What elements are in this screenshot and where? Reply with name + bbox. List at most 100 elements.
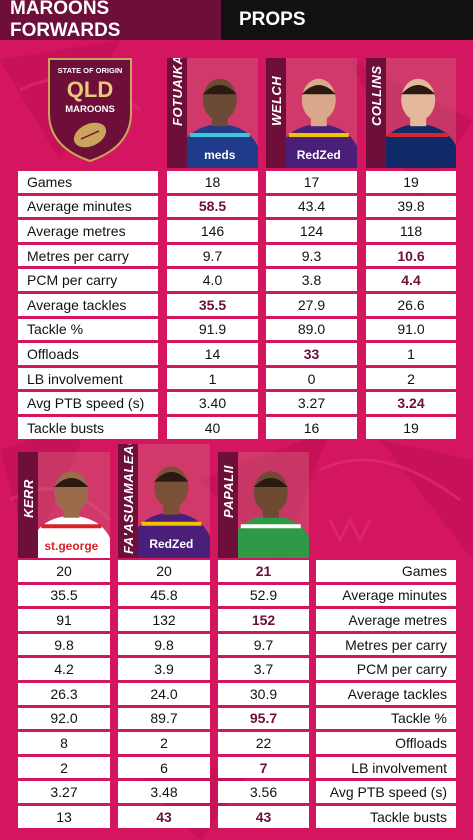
stat-label-average-tackles: Average tackles — [18, 294, 158, 316]
stat-value: 3.9 — [118, 658, 210, 680]
jersey-sponsor-text: meds — [204, 148, 236, 163]
stat-value: 6 — [118, 756, 210, 779]
player-name: KERR — [21, 478, 36, 518]
stat-value: 89.7 — [118, 707, 210, 730]
stat-label-games: Games — [18, 171, 158, 193]
stat-label-pcm-per-carry: PCM per carry — [316, 658, 456, 680]
stat-value: 19 — [366, 171, 456, 193]
stat-value: 35.5 — [167, 294, 258, 316]
name-strip — [266, 58, 286, 168]
stat-value: 40 — [167, 417, 258, 439]
stat-value: 13 — [18, 806, 110, 828]
stat-label-average-metres: Average metres — [316, 609, 456, 631]
stat-value: 45.8 — [118, 584, 210, 607]
stat-value: 89.0 — [266, 318, 357, 341]
stat-label-offloads: Offloads — [18, 343, 158, 365]
stat-label-games: Games — [316, 560, 456, 582]
stat-value: 9.8 — [118, 633, 210, 656]
stat-label-tackle: Tackle % — [18, 318, 158, 341]
stat-value: 3.27 — [18, 781, 110, 803]
player-card-collins: COLLINS — [366, 58, 456, 168]
stat-label-average-minutes: Average minutes — [18, 195, 158, 218]
stat-value: 118 — [366, 220, 456, 242]
stat-value: 1 — [167, 367, 258, 390]
header-subtitle: PROPS — [221, 0, 473, 40]
stat-value: 4.4 — [366, 269, 456, 291]
stat-value: 2 — [366, 367, 456, 390]
stat-value: 19 — [366, 417, 456, 439]
stat-label-metres-per-carry: Metres per carry — [316, 633, 456, 656]
stat-value: 26.6 — [366, 294, 456, 316]
stat-value: 91.9 — [167, 318, 258, 341]
stat-value: 16 — [266, 417, 357, 439]
stat-label-pcm-per-carry: PCM per carry — [18, 269, 158, 291]
stat-value: 3.27 — [266, 392, 357, 414]
logo-line2: QLD — [67, 77, 113, 102]
stat-value: 124 — [266, 220, 357, 242]
stat-value: 0 — [266, 367, 357, 390]
player-name: COLLINS — [369, 65, 384, 127]
player-card-fa-asuamaleaui: RedZed FA'ASUAMALEAUI — [118, 444, 210, 558]
logo-line3: MAROONS — [65, 104, 115, 115]
stat-value: 95.7 — [218, 707, 309, 730]
stat-value: 3.7 — [218, 658, 309, 680]
stat-value: 43.4 — [266, 195, 357, 218]
stat-value: 7 — [218, 756, 309, 779]
stat-value: 17 — [266, 171, 357, 193]
stat-value: 146 — [167, 220, 258, 242]
stat-label-avg-ptb-speed-s: Avg PTB speed (s) — [18, 392, 158, 414]
stat-value: 26.3 — [18, 683, 110, 705]
player-name: PAPALII — [221, 464, 236, 518]
stat-value: 20 — [118, 560, 210, 582]
stat-value: 24.0 — [118, 683, 210, 705]
stat-value: 3.24 — [366, 392, 456, 414]
stat-value: 9.7 — [218, 633, 309, 656]
stat-value: 58.5 — [167, 195, 258, 218]
stat-label-average-tackles: Average tackles — [316, 683, 456, 705]
header-title: MAROONS FORWARDS — [0, 0, 221, 41]
stat-value: 1 — [366, 343, 456, 365]
stat-value: 8 — [18, 732, 110, 754]
jersey-sponsor-text: RedZed — [296, 148, 341, 163]
player-card-welch: RedZed WELCH — [266, 58, 357, 168]
jersey-sponsor-text: RedZed — [149, 537, 194, 552]
player-name: FOTUAIKA — [170, 58, 185, 127]
stat-value: 43 — [118, 806, 210, 828]
stat-label-offloads: Offloads — [316, 732, 456, 754]
stat-value: 3.8 — [266, 269, 357, 291]
stat-value: 10.6 — [366, 244, 456, 267]
stat-value: 9.3 — [266, 244, 357, 267]
stat-value: 132 — [118, 609, 210, 631]
stat-value: 9.7 — [167, 244, 258, 267]
stat-value: 2 — [118, 732, 210, 754]
stat-label-tackle: Tackle % — [316, 707, 456, 730]
stat-value: 4.2 — [18, 658, 110, 680]
stat-label-tackle-busts: Tackle busts — [18, 417, 158, 439]
stat-value: 4.0 — [167, 269, 258, 291]
stat-value: 2 — [18, 756, 110, 779]
name-strip — [167, 58, 187, 168]
stat-value: 27.9 — [266, 294, 357, 316]
stat-value: 33 — [266, 343, 357, 365]
name-strip — [366, 58, 386, 168]
stat-value: 3.40 — [167, 392, 258, 414]
stat-value: 30.9 — [218, 683, 309, 705]
stat-label-lb-involvement: LB involvement — [18, 367, 158, 390]
stat-value: 152 — [218, 609, 309, 631]
stat-label-tackle-busts: Tackle busts — [316, 806, 456, 828]
stat-value: 91.0 — [366, 318, 456, 341]
qld-maroons-logo: STATE OF ORIGIN QLD MAROONS — [48, 58, 132, 163]
stat-value: 18 — [167, 171, 258, 193]
stat-label-average-metres: Average metres — [18, 220, 158, 242]
name-strip — [218, 452, 238, 558]
stat-value: 20 — [18, 560, 110, 582]
stat-value: 35.5 — [18, 584, 110, 607]
stat-value: 39.8 — [366, 195, 456, 218]
name-strip — [118, 444, 138, 558]
stat-label-average-minutes: Average minutes — [316, 584, 456, 607]
jersey-sponsor-text: st.george — [44, 538, 99, 553]
stat-value: 3.48 — [118, 781, 210, 803]
stat-label-lb-involvement: LB involvement — [316, 756, 456, 779]
stat-value: 91 — [18, 609, 110, 631]
stat-value: 3.56 — [218, 781, 309, 803]
